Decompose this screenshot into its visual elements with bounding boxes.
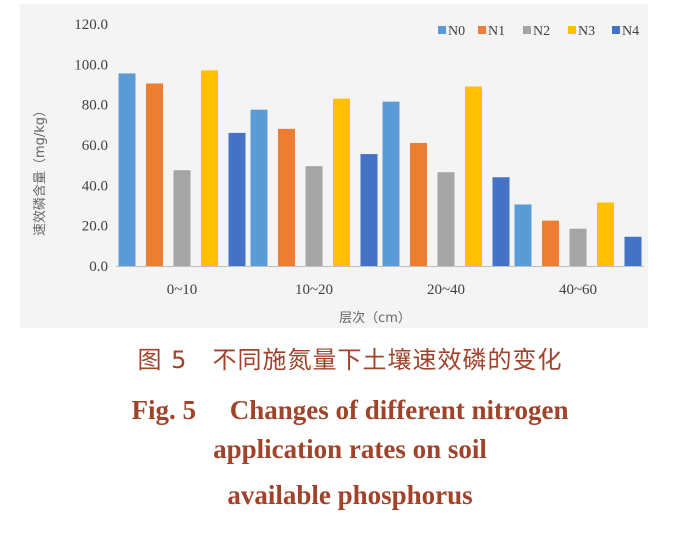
x-tick-label: 0~10 [167,282,198,298]
figure-caption-chinese: 图 5 不同施氮量下土壤速效磷的变化 [137,346,563,374]
bar-n3-2 [333,98,350,266]
y-tick-label: 100.0 [74,57,108,73]
legend-swatch-n3 [568,26,576,34]
figure-caption-english-line-1: Fig. 5 Changes of different nitrogen [131,395,569,425]
bar-n2-2 [305,166,323,266]
legend-swatch-n4 [612,26,620,34]
bar-n4-4 [624,236,642,266]
chart-panel: 0.0 20.0 40.0 60.0 80.0 100.0 120.0 0~10 10~20 2… [20,4,648,328]
y-tick-label: 40.0 [82,178,108,194]
bar-n0-2 [250,109,268,266]
bar-n2-4 [569,228,587,266]
y-axis-title: 速效磷含量（mg/kg） [32,104,48,236]
bar-n4-2 [360,154,378,266]
bar-n4-3 [492,177,510,266]
bar-n1-1 [146,83,163,266]
x-tick-label: 10~20 [295,282,333,298]
bar-n2-1 [173,170,191,266]
bar-n2-3 [437,172,455,266]
bar-n3-1 [201,70,218,266]
bar-n3-4 [597,202,614,266]
figure-caption-english-line-2: application rates on soil [213,434,487,464]
bar-n3-3 [465,86,482,267]
bar-n0-4 [514,204,532,266]
legend-swatch-n0 [438,26,446,34]
y-tick-label: 80.0 [82,98,108,114]
bar-n0-3 [382,101,400,267]
bar-n1-2 [278,128,295,266]
y-tick-label: 20.0 [82,219,108,235]
x-tick-label: 20~40 [427,282,465,298]
y-tick-label: 60.0 [82,138,108,154]
legend-swatch-n2 [523,26,531,34]
legend-label-n0: N0 [448,24,465,39]
x-axis-title: 层次（cm） [339,310,411,326]
bar-n4-1 [228,132,246,266]
legend-label-n1: N1 [488,24,505,39]
legend-label-n2: N2 [533,24,550,39]
legend-label-n4: N4 [622,24,639,39]
bar-n0-1 [118,73,136,267]
x-tick-label: 40~60 [559,282,597,298]
bar-n1-4 [542,220,559,266]
y-tick-label: 0.0 [89,259,108,275]
bar-n1-3 [410,142,427,266]
legend-swatch-n1 [478,26,486,34]
bar-chart: 0.0 20.0 40.0 60.0 80.0 100.0 120.0 0~10 10~20 2… [32,17,644,326]
figure-caption-english-line-3: available phosphorus [227,480,473,510]
y-tick-label: 120.0 [74,17,108,33]
legend-label-n3: N3 [578,24,595,39]
